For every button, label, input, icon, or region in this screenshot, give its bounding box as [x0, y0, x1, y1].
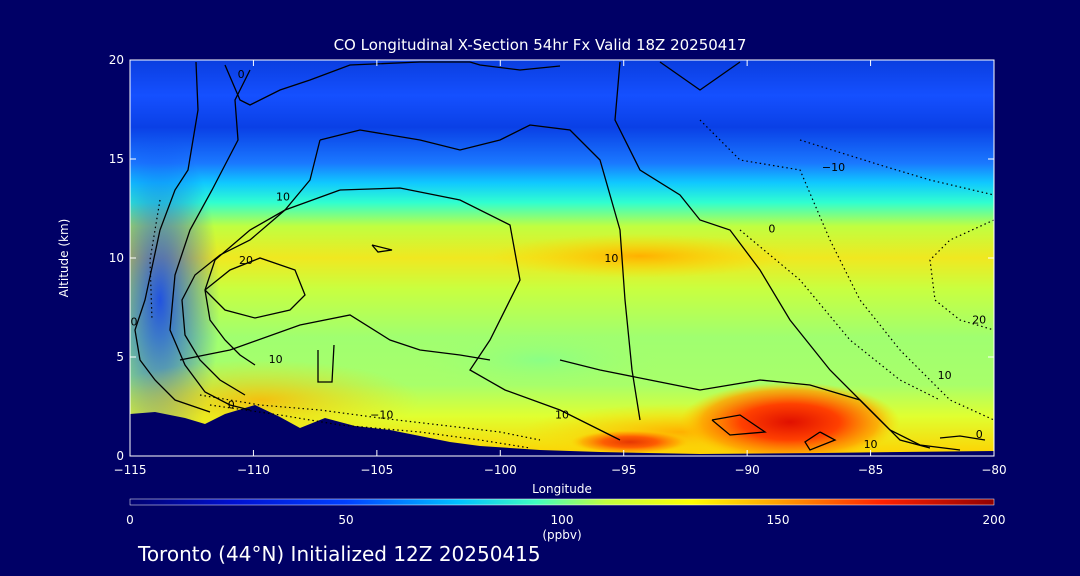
contour-line — [169, 69, 251, 411]
contour-label: −10 — [370, 408, 393, 421]
contour-label: 20 — [239, 254, 253, 267]
dotted-contour-line — [209, 404, 531, 449]
colorbar-tick-label: 100 — [551, 513, 574, 527]
y-tick-label: 5 — [116, 350, 124, 364]
contour-line — [224, 61, 470, 106]
y-tick-label: 15 — [109, 152, 124, 166]
upper-band-high-co — [490, 234, 790, 278]
dotted-contour-line — [699, 119, 994, 421]
contour-lines — [134, 61, 986, 451]
contour-label: 0 — [131, 315, 138, 328]
y-tick-label: 10 — [109, 251, 124, 265]
colorbar-tick-label: 50 — [338, 513, 353, 527]
dotted-contour-line — [199, 394, 541, 441]
contour-line — [134, 61, 211, 413]
contour-label: 0 — [976, 428, 983, 441]
x-axis-label: Longitude — [532, 482, 592, 496]
contour-line — [939, 435, 986, 441]
x-tick-label: −105 — [360, 463, 393, 477]
y-tick-label: 20 — [109, 53, 124, 67]
surface-co-maximum — [680, 382, 900, 456]
contour-label: 10 — [555, 408, 569, 421]
surface-co-max-core — [570, 430, 690, 454]
x-tick-label: −85 — [858, 463, 883, 477]
contour-line — [339, 187, 621, 441]
contour-label: −10 — [822, 161, 845, 174]
contour-line — [804, 431, 837, 451]
contour-line — [204, 257, 306, 319]
contour-label: 10 — [864, 438, 878, 451]
contour-label: 10 — [604, 252, 618, 265]
x-tick-label: −110 — [237, 463, 270, 477]
surface-yellow-region — [130, 360, 420, 440]
colorbar-tick-label: 0 — [126, 513, 134, 527]
x-tick-label: −90 — [734, 463, 759, 477]
contour-line — [711, 414, 767, 436]
dotted-contour-line — [739, 229, 941, 401]
contour-line — [319, 124, 641, 421]
chart-title: CO Longitudinal X-Section 54hr Fx Valid … — [333, 36, 747, 54]
x-tick-label: −115 — [114, 463, 147, 477]
contour-line — [181, 139, 321, 396]
colorbar-unit-label: (ppbv) — [542, 528, 582, 542]
x-tick-label: −80 — [981, 463, 1006, 477]
x-tick-label: −100 — [484, 463, 517, 477]
colorbar-tick-label: 200 — [983, 513, 1006, 527]
mid-green-region — [420, 330, 660, 390]
x-axis: −115 −110 −105 −100 −95 −90 −85 −80 — [114, 60, 1007, 477]
dotted-contour-line — [799, 139, 994, 196]
contour-line — [179, 314, 491, 361]
negative-contours — [149, 119, 994, 449]
colorbar-tick-label: 150 — [767, 513, 790, 527]
y-tick-label: 0 — [116, 449, 124, 463]
contour-line — [659, 61, 741, 91]
topography-mask — [130, 405, 994, 456]
contour-label: 10 — [276, 191, 290, 204]
contour-line — [559, 359, 931, 449]
contour-line — [469, 61, 561, 71]
contour-label: 10 — [938, 369, 952, 382]
contour-line — [317, 344, 335, 383]
contour-label: 10 — [269, 353, 283, 366]
contour-label: 0 — [228, 399, 235, 412]
contour-line — [371, 244, 393, 253]
x-tick-label: −95 — [611, 463, 636, 477]
contour-label: 0 — [238, 68, 245, 81]
contour-label: 20 — [972, 313, 986, 326]
colorbar — [129, 498, 995, 506]
colorbar-ticks: 0 50 100 150 200 — [126, 513, 1005, 527]
init-footer-label: Toronto (44°N) Initialized 12Z 20250415 — [138, 542, 541, 566]
contour-label: 0 — [768, 222, 775, 235]
y-axis: 0 5 10 15 20 — [109, 53, 994, 463]
contour-labels-layer: 0 −10 10 0 20 10 20 10 0 10 0 −10 10 0 10 — [131, 68, 987, 451]
